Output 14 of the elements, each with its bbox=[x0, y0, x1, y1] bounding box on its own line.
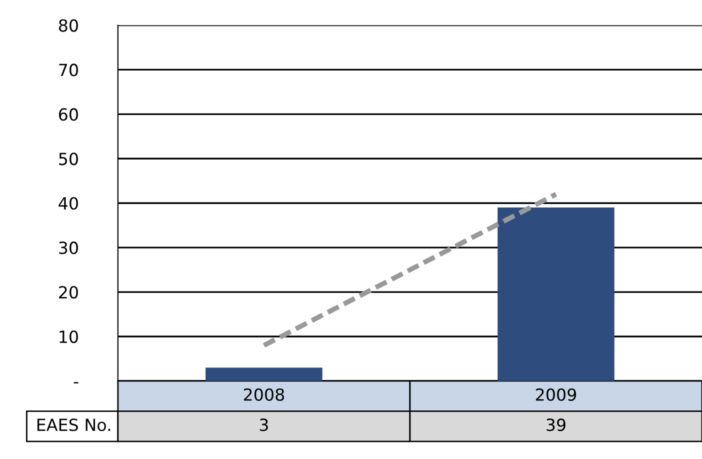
data-label: 3 bbox=[260, 418, 268, 432]
data-label: 39 bbox=[546, 418, 566, 432]
y-tick-label: 50 bbox=[59, 152, 78, 166]
y-tick-label: 70 bbox=[59, 64, 78, 76]
y-tick-label: 10 bbox=[60, 330, 78, 344]
y-tick-label: - bbox=[74, 382, 78, 384]
y-tick-label: 40 bbox=[58, 197, 78, 210]
y-tick-label: 30 bbox=[59, 242, 78, 254]
x-tick-label: 2009 bbox=[536, 388, 576, 401]
x-tick-label: 2008 bbox=[244, 388, 284, 401]
y-tick-label: 60 bbox=[59, 108, 78, 121]
y-tick-label: 80 bbox=[58, 19, 78, 32]
y-tick-label: 20 bbox=[59, 286, 78, 299]
text: EAES No. bbox=[37, 418, 110, 432]
